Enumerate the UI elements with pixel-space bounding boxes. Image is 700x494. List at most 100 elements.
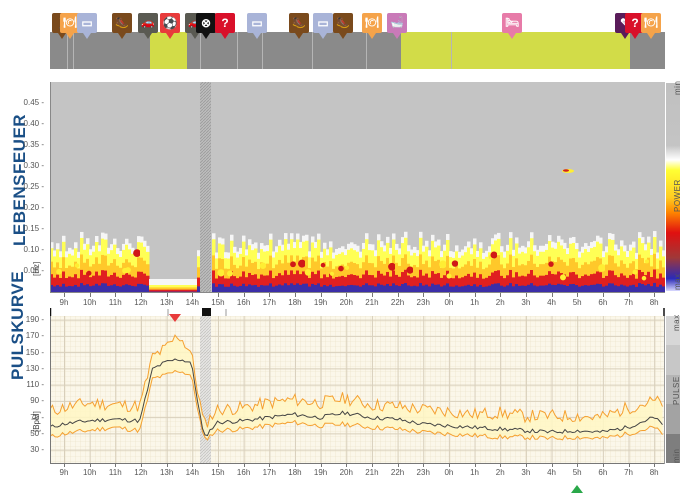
hiking-icon[interactable]: 🥾 <box>333 13 353 39</box>
meal-icon[interactable]: 🍽 <box>60 13 80 39</box>
car-icon[interactable]: 🚗 <box>138 13 158 39</box>
power-legend-max: max <box>673 273 682 290</box>
y-tick-label: 0.10 - <box>23 245 44 254</box>
x-tick-label: 9h <box>59 298 69 307</box>
y-tick-label: 50 - <box>30 428 44 438</box>
meal-icon[interactable]: 🍽 <box>641 13 661 39</box>
x-tick-label: 12h <box>134 298 148 307</box>
y-tick-label: 70 - <box>30 412 44 422</box>
timeline-divider <box>200 32 201 69</box>
pulse-legend <box>666 316 680 463</box>
peak-marker-red-triangle <box>169 314 181 322</box>
x-tick-label: 23h <box>416 298 430 307</box>
timeline-divider <box>237 32 238 69</box>
y-tick-label: 0.30 - <box>23 161 44 170</box>
y-tick-label: 30 - <box>30 445 44 455</box>
x-tick-label: 15h <box>211 468 225 477</box>
x-tick-label: 2h <box>495 298 505 307</box>
power-legend-min: min <box>673 80 682 95</box>
spectrogram-plot[interactable] <box>50 82 665 293</box>
x-tick-label: 13h <box>159 468 174 477</box>
y-tick-label: 0.05 - <box>23 266 44 275</box>
x-tick-label: 22h <box>390 468 405 477</box>
x-tick-label: 23h <box>416 468 430 477</box>
x-tick-label: 22h <box>390 298 405 307</box>
x-tick-label: 10h <box>82 298 97 307</box>
x-tick-label: 0h <box>444 468 454 477</box>
unknown-icon[interactable]: ? <box>215 13 235 39</box>
screen-icon[interactable]: ▭ <box>77 13 97 39</box>
screen-icon[interactable]: ▭ <box>247 13 267 39</box>
pulse-legend-max: max <box>672 314 681 331</box>
y-tick-label: 0.35 - <box>23 140 44 149</box>
x-tick-label: 1h <box>470 298 479 307</box>
x-tick-label: 11h <box>108 298 122 307</box>
pulse-legend-label: PULSE <box>672 376 681 405</box>
x-tick-label: 14h <box>185 468 199 477</box>
x-tick-label: 13h <box>159 298 174 307</box>
x-tick-label: 6h <box>598 468 608 477</box>
y-tick-label: 0.20 - <box>23 203 44 212</box>
x-tick-label: 9h <box>59 468 69 477</box>
pulse-legend-min: min <box>672 448 681 463</box>
meal-icon[interactable]: 🍽 <box>362 13 382 39</box>
bath-icon[interactable]: 🛁 <box>387 13 407 39</box>
x-tick-label: 12h <box>134 468 148 477</box>
x-tick-label: 20h <box>339 298 353 307</box>
pulse-chart[interactable] <box>50 316 665 464</box>
y-tick-label: 190 - <box>25 315 44 325</box>
x-tick-label: 20h <box>339 468 353 477</box>
x-tick-label: 6h <box>598 298 608 307</box>
y-tick-label: 0.40 - <box>23 119 44 128</box>
timeline-divider <box>451 32 452 69</box>
football-icon[interactable]: ⚽ <box>160 13 180 39</box>
x-tick-label: 21h <box>365 298 379 307</box>
x-tick-label: 3h <box>521 298 531 307</box>
x-tick-label: 16h <box>236 468 251 477</box>
x-tick-label: 2h <box>495 468 505 477</box>
x-tick-label: 8h <box>649 468 659 477</box>
hiking-icon[interactable]: 🥾 <box>289 13 309 39</box>
data-gap <box>200 82 211 293</box>
screen-icon[interactable]: ▭ <box>313 13 333 39</box>
power-legend-label: POWER <box>673 179 682 212</box>
x-tick-label: 4h <box>547 468 556 477</box>
x-tick-label: 1h <box>470 468 479 477</box>
y-tick-label: 90 - <box>30 396 44 406</box>
y-tick-label: 110 - <box>26 380 44 390</box>
wake-marker-green-triangle <box>571 485 583 493</box>
x-tick-label: 17h <box>262 468 276 477</box>
y-tick-label: 170 - <box>25 331 44 341</box>
x-tick-label: 15h <box>211 298 225 307</box>
y-tick-label: 150 - <box>25 347 44 357</box>
x-tick-label: 19h <box>313 298 328 307</box>
y-tick-label: 0.45 - <box>23 98 44 107</box>
x-tick-label: 0h <box>444 298 454 307</box>
power-colorbar <box>666 83 680 291</box>
x-tick-label: 7h <box>624 298 633 307</box>
x-tick-label: 11h <box>108 468 122 477</box>
black-square-marker <box>202 308 211 316</box>
x-tick-label: 7h <box>624 468 633 477</box>
timeline-divider <box>366 32 367 69</box>
activity-timeline[interactable] <box>50 32 665 69</box>
x-tick-label: 16h <box>236 298 251 307</box>
x-tick-label: 14h <box>185 298 199 307</box>
unknown-icon[interactable]: ? <box>625 13 645 39</box>
x-tick-label: 17h <box>262 298 276 307</box>
timeline-divider <box>67 32 68 69</box>
x-tick-label: 21h <box>365 468 379 477</box>
bed-icon[interactable]: 🛏 <box>502 13 522 39</box>
x-tick-label: 4h <box>547 298 556 307</box>
x-tick-label: 18h <box>288 298 302 307</box>
x-tick-label: 19h <box>313 468 328 477</box>
y-tick-label: 130 - <box>25 363 44 373</box>
hiking-icon[interactable]: 🥾 <box>112 13 132 39</box>
timeline-divider <box>312 32 313 69</box>
x-tick-label: 8h <box>649 298 659 307</box>
cancel-icon[interactable]: ⊗ <box>196 13 216 39</box>
y-tick-label: 0.15 - <box>23 224 44 233</box>
x-tick-label: 5h <box>572 468 582 477</box>
x-tick-label: 10h <box>82 468 97 477</box>
timeline-divider <box>262 32 263 69</box>
